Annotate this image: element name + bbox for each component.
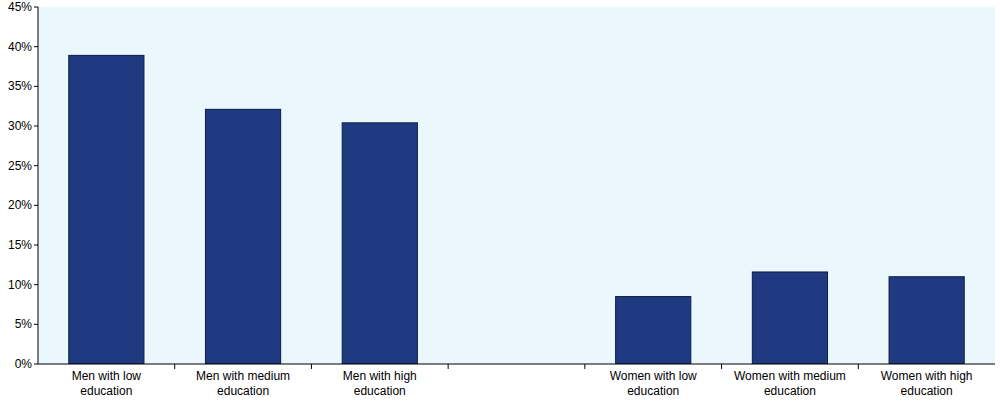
bars [69, 55, 964, 364]
y-tick-label: 0% [15, 357, 33, 371]
bar [342, 123, 417, 364]
y-tick [34, 364, 38, 365]
x-tick [721, 364, 722, 369]
x-tick-label-line: Men with high [343, 369, 417, 383]
x-tick-label-line: education [217, 384, 269, 398]
bar [69, 55, 144, 364]
x-tick-label: Men with higheducation [343, 369, 417, 398]
y-tick-label: 30% [8, 119, 32, 133]
y-tick-label: 45% [8, 0, 32, 14]
y-tick-label: 40% [8, 40, 32, 54]
y-tick [34, 324, 38, 325]
y-tick [34, 126, 38, 127]
x-tick-label: Women with higheducation [881, 369, 973, 398]
x-tick [174, 364, 175, 369]
y-tick [34, 245, 38, 246]
x-tick-label: Men with mediumeducation [196, 369, 290, 398]
y-tick-label: 15% [8, 238, 32, 252]
bar [889, 277, 964, 364]
y-tick [34, 205, 38, 206]
x-tick-label-line: education [354, 384, 406, 398]
y-tick-label: 10% [8, 278, 32, 292]
y-tick [34, 165, 38, 166]
chart: 0% 5% 10% 15% 20% 25% 30% 35% 40% 45% Men with low… [0, 0, 1000, 402]
bar [205, 109, 280, 364]
x-tick-label-line: Women with high [881, 369, 973, 383]
x-tick-label-line: Men with low [72, 369, 142, 383]
x-tick [858, 364, 859, 369]
x-tick-label-line: education [627, 384, 679, 398]
x-tick [448, 364, 449, 369]
x-tick-label-line: education [901, 384, 953, 398]
y-tick [34, 46, 38, 47]
y-tick [34, 284, 38, 285]
y-tick-label: 5% [15, 317, 33, 331]
x-axis [38, 364, 995, 365]
y-tick-label: 25% [8, 159, 32, 173]
x-tick [584, 364, 585, 369]
x-tick-label-line: Men with medium [196, 369, 290, 383]
x-tick [311, 364, 312, 369]
x-tick-label-line: Women with low [610, 369, 697, 383]
y-tick-label: 20% [8, 198, 32, 212]
x-tick-label: Women with mediumeducation [734, 369, 846, 398]
plot-background [38, 7, 995, 364]
y-tick [34, 7, 38, 8]
x-tick-label: Women with loweducation [610, 369, 697, 398]
y-tick [34, 86, 38, 87]
y-tick-label: 35% [8, 79, 32, 93]
x-tick-label-line: education [80, 384, 132, 398]
x-tick-label-line: education [764, 384, 816, 398]
bar [752, 272, 827, 364]
x-tick-label-line: Women with medium [734, 369, 846, 383]
y-axis [38, 7, 39, 364]
x-tick-label: Men with loweducation [72, 369, 142, 398]
bar [616, 297, 691, 364]
